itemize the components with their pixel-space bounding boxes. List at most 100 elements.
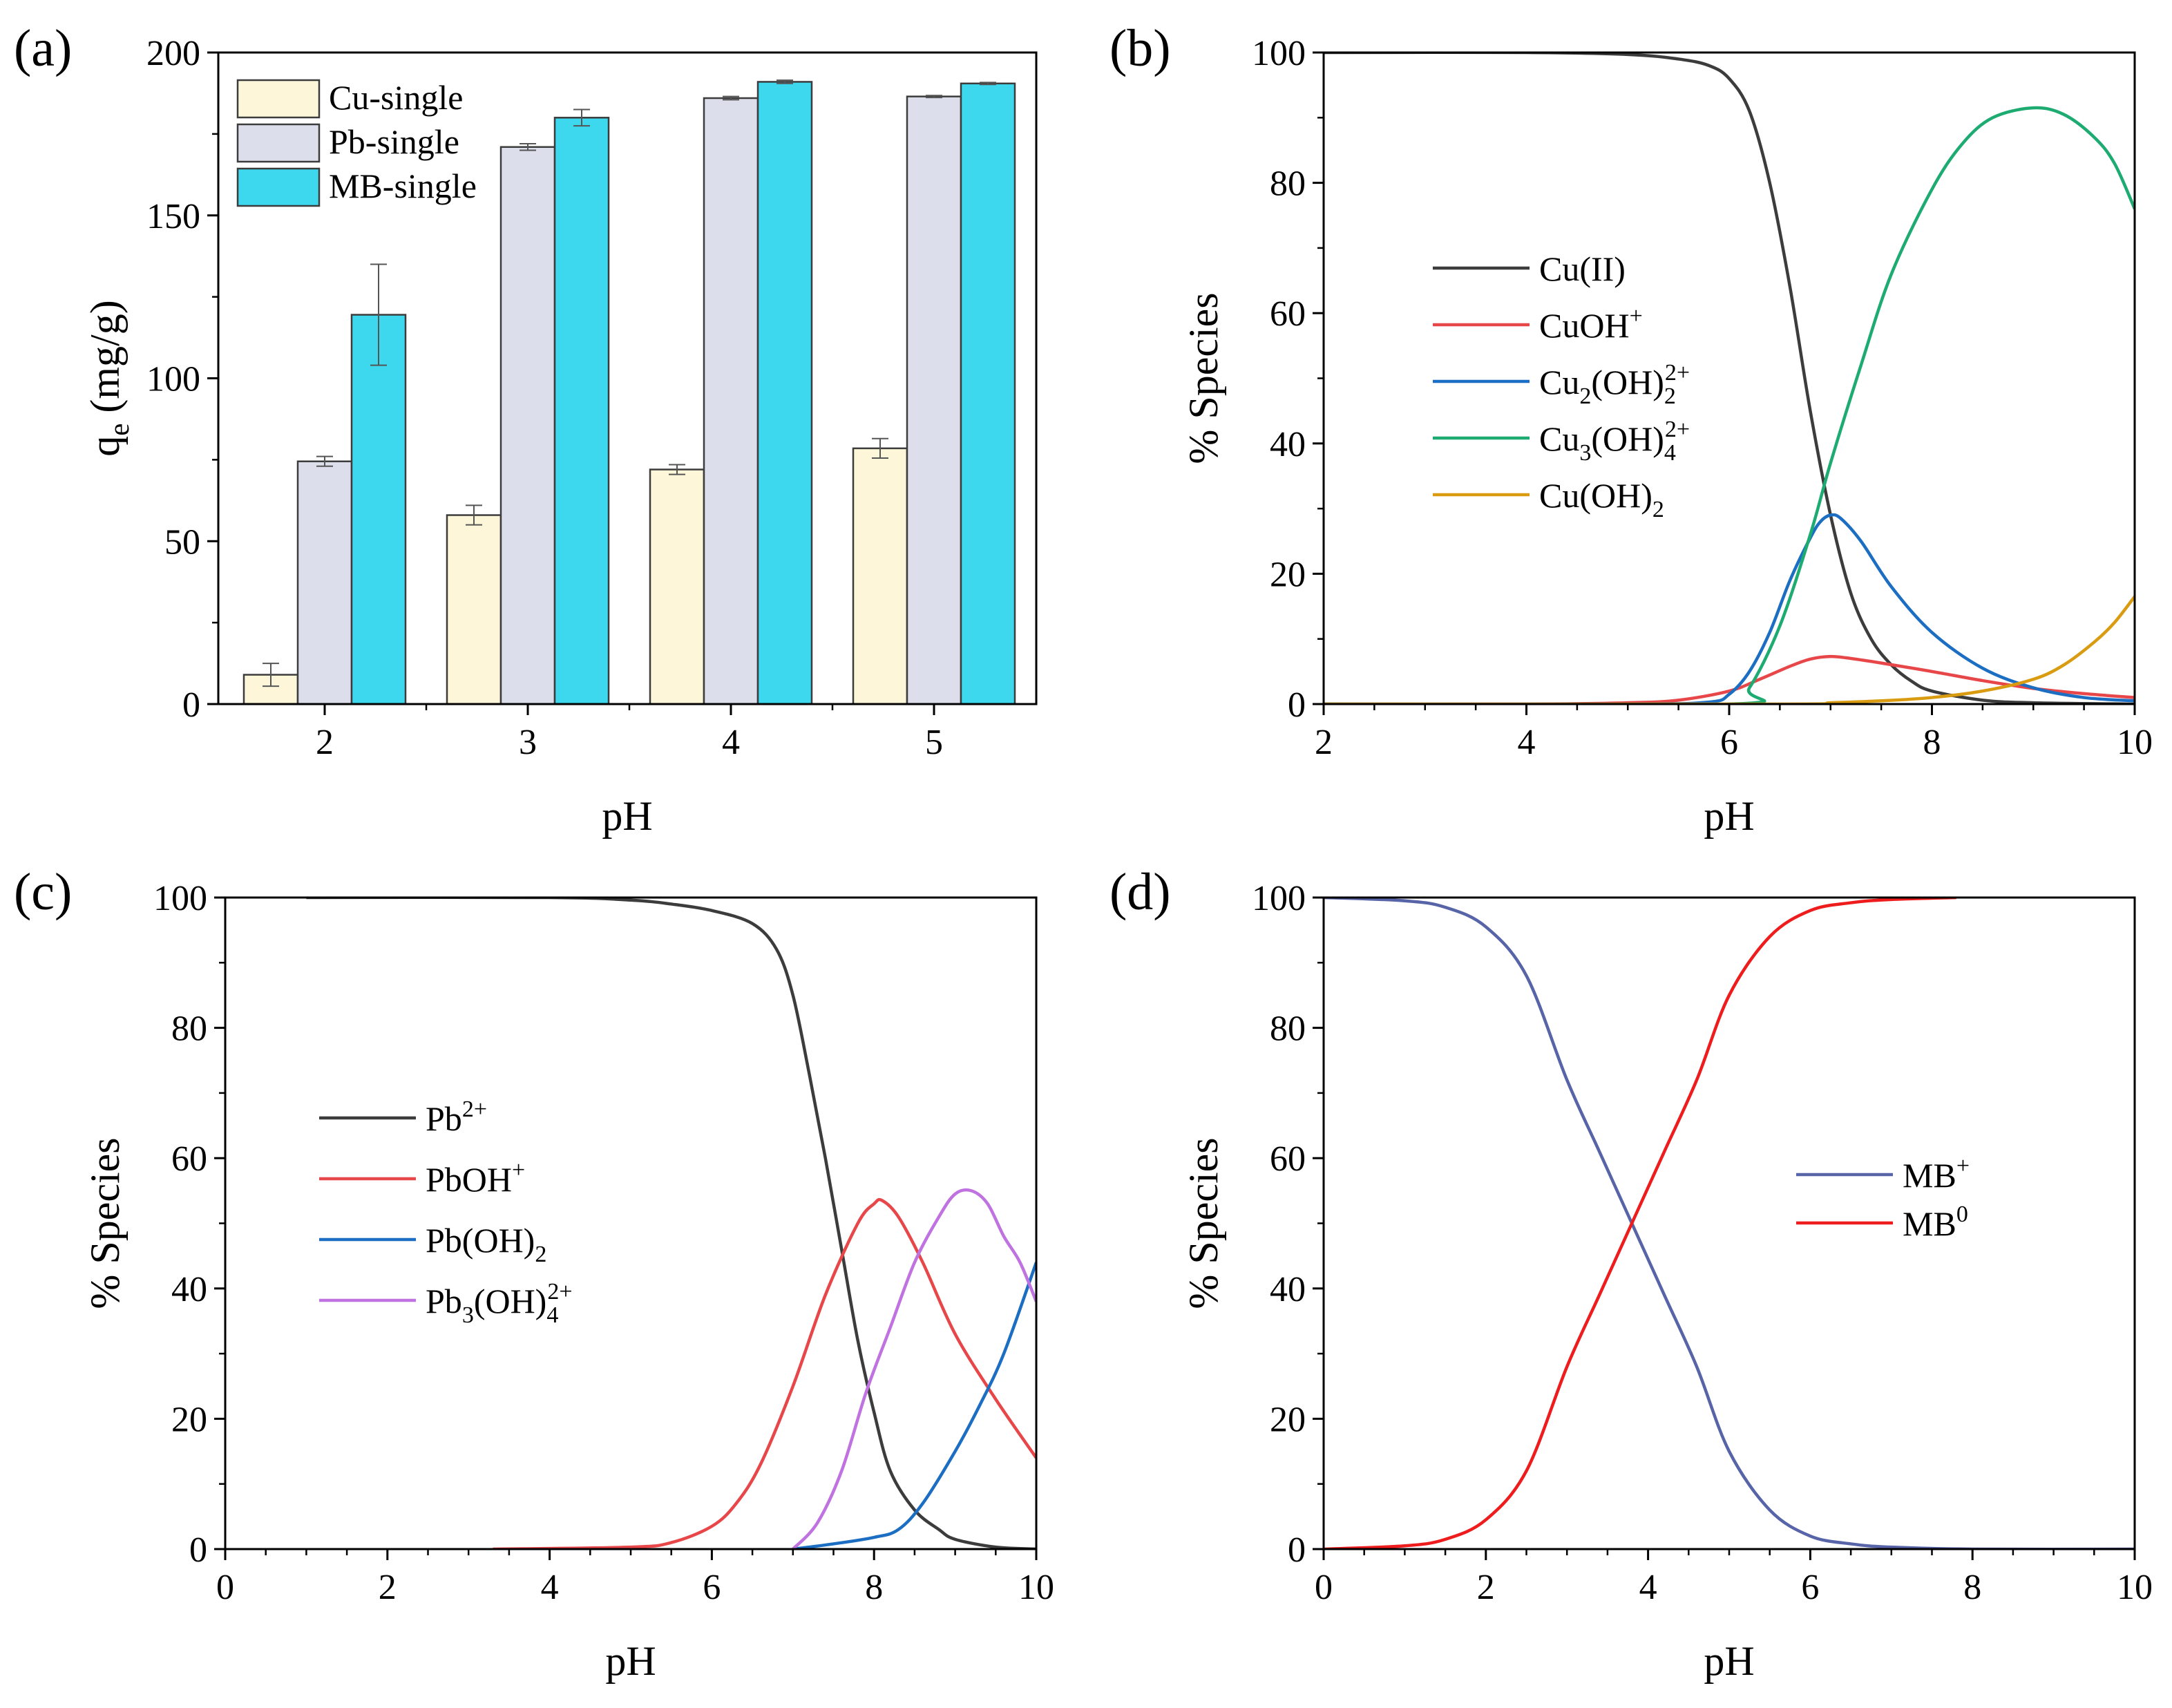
y-tick-label: 80 xyxy=(171,1009,207,1049)
y-axis-label: % Species xyxy=(1181,292,1226,464)
legend-label-0: MB+ xyxy=(1903,1153,1970,1195)
legend-label-1-sup: + xyxy=(1630,303,1643,329)
legend-label-2-part: (OH) xyxy=(1591,363,1664,401)
legend-label-2-part: 2 xyxy=(535,1242,546,1267)
x-tick-label: 2 xyxy=(316,723,334,762)
x-tick-label: 4 xyxy=(1639,1568,1657,1607)
y-tick-label: 40 xyxy=(171,1270,207,1309)
series-line-pb2- xyxy=(306,898,1036,1549)
legend-label-2: Pb(OH)2 xyxy=(426,1221,546,1267)
series-line-cu-ii- xyxy=(1324,53,2135,704)
legend-label-2-part: Cu xyxy=(1539,363,1579,401)
legend-label-0: Pb2+ xyxy=(426,1097,487,1138)
legend-label-3: Pb3(OH)42+ xyxy=(426,1279,573,1328)
legend-label-2-sup: 2+ xyxy=(1665,360,1690,386)
legend-label-4-part: Cu(OH) xyxy=(1539,476,1652,515)
legend-label-0-part: Cu(II) xyxy=(1539,249,1626,288)
plot-frame xyxy=(224,896,1038,1550)
x-tick-label: 6 xyxy=(1801,1568,1819,1607)
legend-label-1-part: MB xyxy=(1903,1204,1956,1243)
bar-cu-single-4 xyxy=(649,468,705,705)
x-tick-label: 8 xyxy=(865,1568,883,1607)
y-tick-label: 100 xyxy=(146,360,200,399)
legend-label-3-sup: 2+ xyxy=(1665,417,1690,442)
legend-label-1: CuOH+ xyxy=(1539,303,1643,345)
y-tick-label: 60 xyxy=(1270,1139,1306,1179)
legend-label-0-sup: + xyxy=(1956,1153,1970,1179)
plot-frame xyxy=(1322,51,2136,705)
y-tick-label: 60 xyxy=(1270,294,1306,334)
panel-b-cu-speciation-chart: (b) 0 20 40 60 80 100 2 4 6 8 10 pH % Species Cu(II) Cu… xyxy=(1109,19,2153,839)
y-tick-label: 40 xyxy=(1270,425,1306,464)
series-line-cu2-oh-2-2- xyxy=(1324,513,2135,704)
bar-mb-single-4 xyxy=(756,81,813,705)
legend-label-0: Cu(II) xyxy=(1539,249,1626,288)
legend-label-1-sup: 0 xyxy=(1956,1202,1968,1227)
y-tick-label: 0 xyxy=(182,685,200,725)
legend-label-2-part: 2 xyxy=(1579,383,1591,409)
y-tick-label: 50 xyxy=(164,522,200,562)
y-tick-label: 0 xyxy=(189,1530,207,1570)
y-tick-label: 60 xyxy=(171,1139,207,1179)
y-tick-label: 20 xyxy=(1270,555,1306,594)
panel-label-b: (b) xyxy=(1109,19,1171,77)
bar-pb-single-3 xyxy=(499,146,556,705)
bar-cu-single-5 xyxy=(852,447,908,705)
series-line-cu-oh-2 xyxy=(1324,596,2135,704)
panel-a-bar-chart: (a) 0 50 100 150 200 2 3 4 5 pH qe (mg/g) Cu-single P… xyxy=(14,19,1038,839)
legend-label-3-part: (OH) xyxy=(1591,419,1664,458)
legend-label-2: Cu2(OH)22+ xyxy=(1539,360,1690,409)
x-tick-label: 0 xyxy=(216,1568,234,1607)
y-axis-label-q: q xyxy=(82,436,128,457)
y-tick-label: 150 xyxy=(146,197,200,236)
legend-label-1-part: CuOH xyxy=(1539,306,1630,345)
y-tick-label: 20 xyxy=(171,1400,207,1439)
x-tick-label: 6 xyxy=(703,1568,721,1607)
x-tick-label: 6 xyxy=(1720,723,1738,762)
x-tick-label: 2 xyxy=(379,1568,397,1607)
x-tick-label: 2 xyxy=(1477,1568,1495,1607)
y-tick-label: 40 xyxy=(1270,1270,1306,1309)
bar-mb-single-3 xyxy=(553,117,610,705)
y-tick-label: 80 xyxy=(1270,164,1306,204)
bar-pb-single-2 xyxy=(296,460,353,705)
legend-label-4-part: 2 xyxy=(1652,497,1664,522)
x-axis-label: pH xyxy=(1704,1638,1754,1684)
legend-label-3-part: 3 xyxy=(462,1302,474,1328)
legend-swatch-pb-single xyxy=(236,123,321,163)
series-line-cu3-oh-4-2- xyxy=(1324,106,2135,704)
panel-label-d: (d) xyxy=(1109,863,1171,921)
y-axis-label-unit: (mg/g) xyxy=(82,300,128,423)
legend-label-0-sup: 2+ xyxy=(462,1097,487,1122)
legend-label-3-sup: 2+ xyxy=(547,1279,572,1304)
y-tick-label: 20 xyxy=(1270,1400,1306,1439)
x-tick-label: 8 xyxy=(1923,723,1941,762)
series-line-mb0 xyxy=(1324,898,1956,1549)
legend-label-3-part: (OH) xyxy=(474,1282,547,1320)
legend-label-3-part: 4 xyxy=(546,1302,558,1328)
legend-label-3-part: Cu xyxy=(1539,419,1579,458)
x-tick-label: 10 xyxy=(2117,723,2153,762)
legend-label-0-part: MB xyxy=(1903,1156,1956,1195)
x-tick-label: 10 xyxy=(2117,1568,2153,1607)
x-tick-label: 10 xyxy=(1018,1568,1054,1607)
series-line-mb- xyxy=(1324,898,2135,1549)
series-line-pb3-oh-4-2- xyxy=(792,1188,1036,1549)
y-tick-label: 200 xyxy=(146,34,200,73)
legend-label-2-part: 2 xyxy=(1664,383,1676,409)
series-line-pb-oh-2 xyxy=(792,1262,1036,1549)
y-tick-label: 100 xyxy=(1252,879,1306,918)
legend-label-3-part: Pb xyxy=(426,1282,462,1320)
y-axis-label: qe (mg/g) xyxy=(82,300,135,456)
legend-label-3-part: 4 xyxy=(1664,440,1676,466)
panel-label-a: (a) xyxy=(14,19,72,77)
bar-pb-single-4 xyxy=(703,97,759,705)
x-tick-label: 8 xyxy=(1963,1568,1981,1607)
bar-pb-single-5 xyxy=(906,95,962,705)
y-tick-label: 100 xyxy=(1252,34,1306,73)
x-axis-label: pH xyxy=(602,793,652,839)
x-axis-label: pH xyxy=(605,1638,656,1684)
